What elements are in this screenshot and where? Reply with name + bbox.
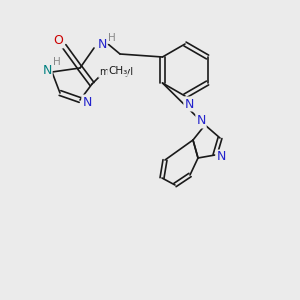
Text: H: H <box>53 57 61 67</box>
Text: N: N <box>42 64 52 76</box>
Text: N: N <box>184 98 194 110</box>
Text: N: N <box>97 38 107 52</box>
Text: N: N <box>216 151 226 164</box>
Text: H: H <box>108 33 116 43</box>
Text: CH₃: CH₃ <box>108 66 127 76</box>
Text: N: N <box>82 95 92 109</box>
Text: O: O <box>53 34 63 47</box>
Text: N: N <box>196 115 206 128</box>
Text: methyl: methyl <box>99 67 133 77</box>
